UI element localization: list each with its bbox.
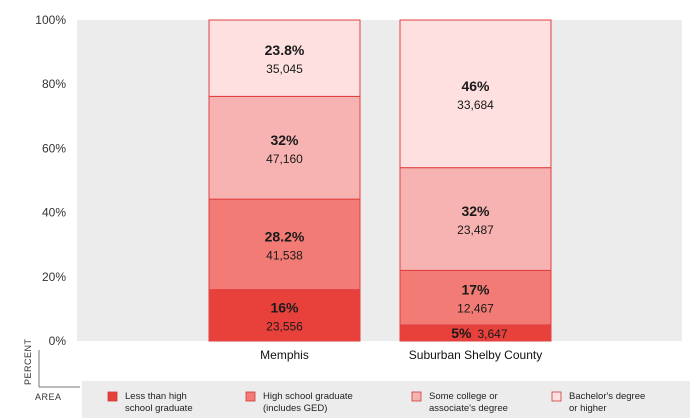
category-label: Memphis <box>260 348 309 362</box>
bar-segment <box>399 167 552 271</box>
y-tick-label: 40% <box>42 206 66 220</box>
bar-segment <box>399 324 552 342</box>
legend-label: Less than high <box>125 391 187 402</box>
plot-background <box>77 20 682 341</box>
segment-percent-label: 23.8% <box>265 42 305 58</box>
legend-label: or higher <box>569 403 607 414</box>
segment-count-label: 41,538 <box>266 248 303 262</box>
bars: 16% 23,556 28.2% 41,538 32% 47,160 23.8% 35,045… <box>208 19 552 342</box>
x-axis-title: AREA <box>35 392 62 402</box>
y-axis-title: PERCENT <box>23 338 33 385</box>
segment-percent-label: 32% <box>270 132 299 148</box>
legend-label: (includes GED) <box>263 403 327 414</box>
bar-segment <box>208 289 361 342</box>
y-tick-label: 20% <box>42 270 66 284</box>
segment-count-label: 23,487 <box>457 223 494 237</box>
segment-percent-label: 28.2% <box>265 228 305 244</box>
category-labels: Memphis Suburban Shelby County <box>260 348 542 362</box>
legend-swatch <box>245 391 256 402</box>
segment-percent-label: 46% <box>461 78 490 94</box>
segment-percent-label: 32% <box>461 203 490 219</box>
bar-segment <box>399 19 552 169</box>
bar-segment <box>208 95 361 200</box>
segment-count-label: 23,556 <box>266 319 303 333</box>
legend-swatch <box>551 391 562 402</box>
y-tick-label: 100% <box>35 13 66 27</box>
category-label: Suburban Shelby County <box>409 348 542 362</box>
legend-label: High school graduate <box>263 391 353 402</box>
segment-percent-label: 5% <box>451 325 472 341</box>
segment-count-label: 12,467 <box>457 302 494 316</box>
segment-percent-label: 17% <box>461 282 490 298</box>
segment-count-label: 47,160 <box>266 152 303 166</box>
legend-label: Bachelor's degree <box>569 391 645 402</box>
bar-segment <box>208 198 361 291</box>
segment-percent-label: 16% <box>270 299 299 315</box>
legend-swatch <box>107 391 118 402</box>
legend-label: Some college or <box>429 391 498 402</box>
legend-box <box>82 381 690 418</box>
legend-label: associate's degree <box>429 403 508 414</box>
segment-count-label: 3,647 <box>478 327 508 341</box>
legend-swatch <box>411 391 422 402</box>
legend-label: school graduate <box>125 403 193 414</box>
segment-count-label: 35,045 <box>266 62 303 76</box>
bar-segment <box>208 19 361 97</box>
y-tick-label: 0% <box>49 334 67 348</box>
y-tick-label: 80% <box>42 77 66 91</box>
segment-count-label: 33,684 <box>457 98 494 112</box>
y-tick-label: 60% <box>42 141 66 155</box>
y-axis-ticks: 0% 20% 40% 60% 80% 100% <box>35 13 66 348</box>
axis-titles: PERCENT AREA <box>23 338 80 402</box>
